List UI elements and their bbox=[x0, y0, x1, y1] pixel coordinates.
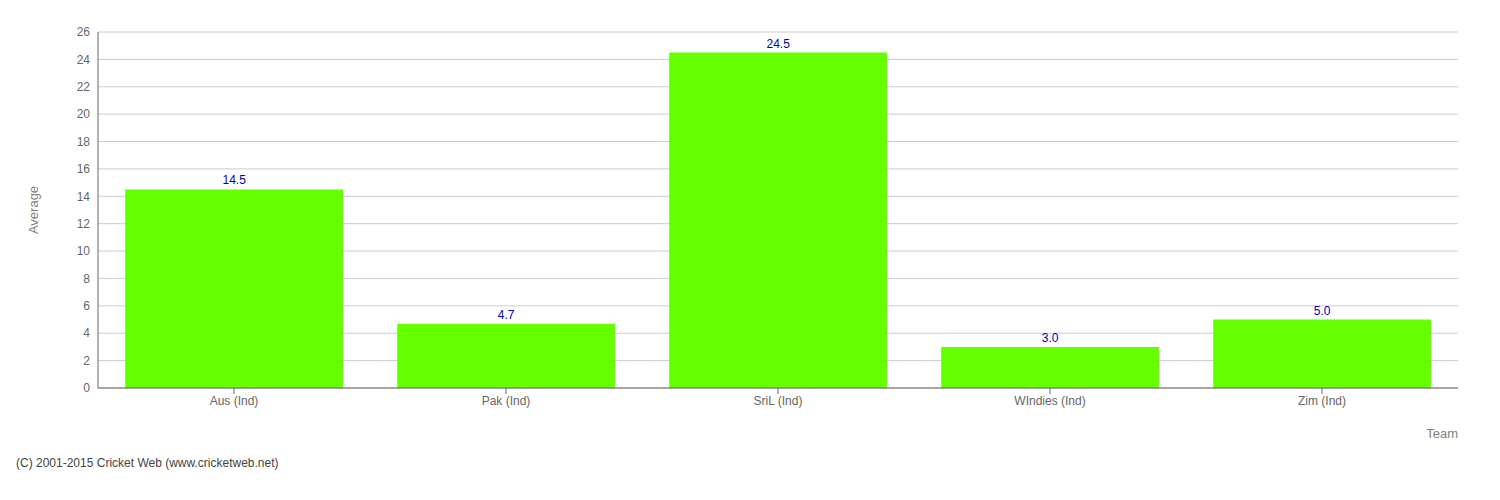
svg-text:SriL (Ind): SriL (Ind) bbox=[754, 394, 803, 408]
html-text:(C) 2001-2015 Cricket Web (www: (C) 2001-2015 Cricket Web (www.cricketwe… bbox=[16, 456, 279, 470]
svg-text:14: 14 bbox=[77, 190, 91, 204]
svg-text:Average: Average bbox=[26, 186, 41, 234]
svg-text:20: 20 bbox=[77, 107, 91, 121]
svg-text:24: 24 bbox=[77, 53, 91, 67]
svg-text:Pak (Ind): Pak (Ind) bbox=[482, 394, 531, 408]
svg-text:16: 16 bbox=[77, 162, 91, 176]
svg-text:0: 0 bbox=[83, 381, 90, 395]
svg-text:24.5: 24.5 bbox=[767, 37, 791, 51]
svg-text:22: 22 bbox=[77, 80, 91, 94]
svg-text:5.0: 5.0 bbox=[1314, 304, 1331, 318]
svg-text:18: 18 bbox=[77, 135, 91, 149]
svg-text:3.0: 3.0 bbox=[1042, 331, 1059, 345]
svg-text:6: 6 bbox=[83, 299, 90, 313]
svg-text:10: 10 bbox=[77, 244, 91, 258]
svg-text:Team: Team bbox=[1426, 426, 1458, 441]
svg-text:8: 8 bbox=[83, 272, 90, 286]
svg-text:2: 2 bbox=[83, 354, 90, 368]
svg-text:Aus (Ind): Aus (Ind) bbox=[210, 394, 259, 408]
svg-text:12: 12 bbox=[77, 217, 91, 231]
svg-text:14.5: 14.5 bbox=[223, 173, 247, 187]
svg-text:26: 26 bbox=[77, 25, 91, 39]
svg-text:4.7: 4.7 bbox=[498, 308, 515, 322]
svg-text:4: 4 bbox=[83, 326, 90, 340]
svg-text:WIndies (Ind): WIndies (Ind) bbox=[1014, 394, 1085, 408]
svg-text:Zim (Ind): Zim (Ind) bbox=[1298, 394, 1346, 408]
